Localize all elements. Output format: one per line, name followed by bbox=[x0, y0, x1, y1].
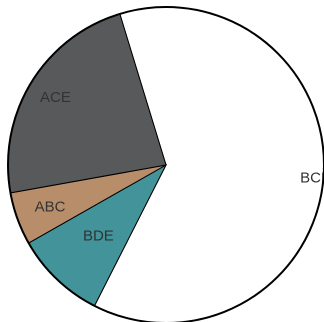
pie-label-bde: BDE bbox=[83, 227, 114, 244]
pie-label-ace: ACE bbox=[40, 89, 71, 106]
pie-labels: BCE BDE ABC ACE bbox=[35, 89, 324, 244]
pie-label-abc: ABC bbox=[35, 198, 66, 215]
pie-outline bbox=[7, 6, 324, 322]
pie-label-bce: BCE bbox=[300, 169, 324, 186]
pie-slices bbox=[7, 6, 324, 322]
